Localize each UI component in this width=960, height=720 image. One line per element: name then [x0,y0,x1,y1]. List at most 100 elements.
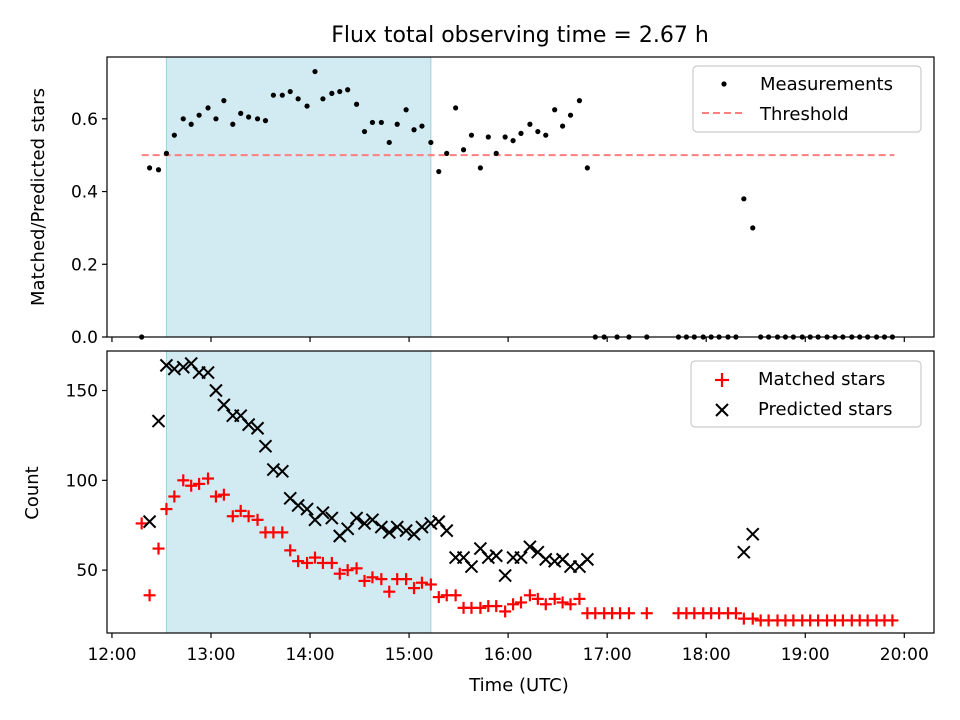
bottom-x-tick-label: 16:00 [484,645,533,665]
measurement-point [419,123,425,129]
matched-star-point [729,607,742,620]
measurement-point [304,103,310,109]
predicted-marker-b [390,520,404,534]
matched-star-point [548,592,561,605]
measurement-point [361,128,368,135]
bottom-y-tick-label: 100 [66,471,98,491]
predicted-marker-b [473,541,488,556]
predicted-star-point [399,523,413,538]
measurement-point [270,92,276,98]
predicted-star-point [365,513,380,527]
bottom-x-tick-label: 13:00 [186,645,235,665]
matched-star-point [242,510,255,523]
matched-star-point [251,513,264,526]
top-y-tick-label: 0.6 [71,110,98,130]
predicted-marker-b [275,464,290,479]
predicted-star-point [746,527,760,541]
matched-star-point [135,517,148,530]
measurement-point [741,196,747,202]
matched-star-point [177,474,190,487]
predicted-marker-b [159,358,174,373]
predicted-marker-b [547,554,562,568]
measurement-point [230,121,236,127]
matched-star-point [292,555,305,568]
predicted-marker-b [555,552,570,567]
matched-star-point [531,592,544,605]
bottom-x-tick-label: 12:00 [87,645,136,665]
predicted-marker-b [489,549,503,563]
top-y-tick-label: 0.0 [71,328,98,348]
predicted-marker-b [737,545,751,559]
measurement-point [493,150,499,156]
bottom-y-tick-label: 150 [66,382,98,402]
measurement-point [460,147,467,153]
matched-star-point [449,589,462,602]
predicted-star-point [209,383,223,398]
matched-star-point [325,556,338,569]
predicted-star-point [374,520,389,534]
predicted-star-point [424,516,438,531]
measurement-point [246,114,252,120]
predicted-marker-b [325,511,339,525]
measurement-point [567,112,574,118]
measurement-point [155,167,162,173]
matched-star-point [746,612,759,625]
predicted-star-point [464,559,479,574]
measurement-point [552,107,558,113]
matched-star-point [284,544,297,557]
measurement-point [584,165,590,171]
measurement-point [329,90,335,96]
predicted-star-point [159,358,174,373]
predicted-marker-b [283,491,297,505]
measurement-point [386,139,392,146]
matched-star-point [168,490,181,503]
predicted-marker-b [374,520,389,534]
measurement-point [378,119,384,126]
bottom-shaded-span [165,350,432,634]
matched-star-point [301,556,314,569]
measurement-point [205,105,211,111]
predicted-marker-b [531,545,545,559]
predicted-marker-b [201,365,215,380]
predicted-star-point [241,417,256,432]
matched-star-point [523,589,536,602]
predicted-marker-b [250,421,265,435]
predicted-marker-b [365,513,380,527]
chart-title: Flux total observing time = 2.67 h [331,23,709,48]
measurement-point [436,168,442,175]
measurement-point [353,101,360,107]
bottom-x-tick-label: 14:00 [286,645,335,665]
matched-star-point [217,488,230,501]
measurement-point [295,96,301,102]
measurement-point [254,116,261,122]
predicted-marker-b [340,522,355,536]
matched-star-point [152,542,165,555]
predicted-star-point [547,554,562,568]
predicted-star-point [340,522,355,536]
predicted-marker-b [258,439,273,453]
measurement-point [510,138,516,144]
bottom-x-tick-label: 20:00 [880,645,929,665]
bottom-x-ticks: 12:00 13:00 14:00 15:00 16:00 17:00 18:00 19:00… [87,633,929,665]
predicted-star-point [523,540,537,554]
matched-star-point [375,573,388,586]
matched-star-point [202,472,215,485]
matched-star-point [474,601,487,614]
matched-star-point [490,600,503,613]
measurement-point [279,92,285,98]
predicted-marker-b [498,568,512,583]
predicted-marker-b [456,550,471,565]
predicted-star-point [176,360,190,374]
measurement-point [345,87,351,93]
predicted-star-point [349,511,364,525]
measurement-point [369,119,376,126]
predicted-marker-b [514,550,528,565]
predicted-marker-b [176,360,190,374]
legend-threshold-label: Threshold [759,104,849,125]
measurement-point [188,121,194,127]
predicted-star-point [142,514,157,529]
matched-star-point [350,562,363,575]
predicted-star-point [300,502,314,516]
top-y-tick-label: 0.4 [71,183,98,203]
